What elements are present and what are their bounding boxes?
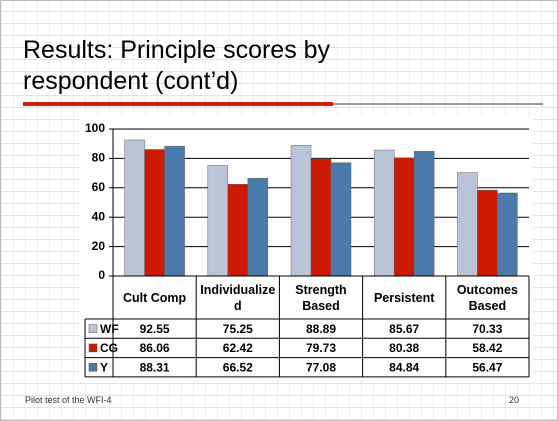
table-value: 77.08	[306, 360, 336, 374]
x-tick-label: Strength Based	[295, 282, 347, 313]
x-tick-label: Persistent	[373, 290, 435, 305]
slide-title: Results: Principle scores by respondent …	[23, 36, 331, 95]
title-rule-extension	[333, 103, 543, 105]
bar	[497, 192, 518, 277]
bar	[413, 151, 435, 277]
table-value: 56.47	[472, 360, 502, 374]
table-value: 79.73	[306, 341, 336, 355]
legend-label: WF	[100, 322, 119, 336]
bar	[393, 157, 415, 277]
bar	[457, 172, 478, 277]
table-value: 62.42	[223, 341, 253, 355]
legend-label: Y	[100, 360, 108, 374]
y-tick-label: 0	[98, 268, 105, 282]
table-value: 84.84	[389, 360, 419, 374]
table-value: 88.89	[306, 322, 336, 336]
legend-key	[88, 324, 98, 333]
y-tick-label: 40	[92, 209, 106, 223]
table-value: 66.52	[223, 360, 253, 374]
bar	[477, 189, 498, 277]
bar	[207, 165, 229, 277]
y-tick-label: 60	[92, 180, 106, 194]
legend-key	[88, 343, 98, 353]
y-tick-label: 80	[92, 151, 106, 165]
page-number: 20	[509, 395, 520, 405]
table-value: 86.06	[140, 341, 170, 355]
table-value: 75.25	[223, 322, 253, 336]
legend-key	[88, 363, 98, 372]
table-value: 92.55	[140, 322, 170, 336]
bar	[310, 158, 332, 277]
table-value: 80.38	[389, 341, 419, 355]
bar	[330, 162, 352, 277]
footer: Pilot test of the WFI-4	[25, 395, 112, 405]
x-tick-label: Individualized	[200, 282, 276, 313]
bar	[247, 177, 269, 277]
table-value: 85.67	[389, 322, 419, 336]
bar	[227, 183, 249, 277]
y-tick-label: 20	[92, 239, 106, 253]
bar	[164, 145, 185, 277]
bar	[124, 139, 145, 277]
title-rule	[23, 102, 333, 106]
table-value: 58.42	[472, 341, 502, 355]
x-tick-label: Cult Comp	[123, 290, 187, 305]
table-value: 70.33	[472, 322, 502, 336]
legend-label: CG	[100, 341, 118, 355]
x-tick-label: Outcomes Based	[456, 282, 518, 313]
bar	[373, 149, 395, 277]
y-tick-label: 100	[85, 121, 105, 135]
bar	[290, 145, 312, 277]
table-value: 88.31	[140, 360, 170, 374]
bar	[144, 149, 165, 277]
